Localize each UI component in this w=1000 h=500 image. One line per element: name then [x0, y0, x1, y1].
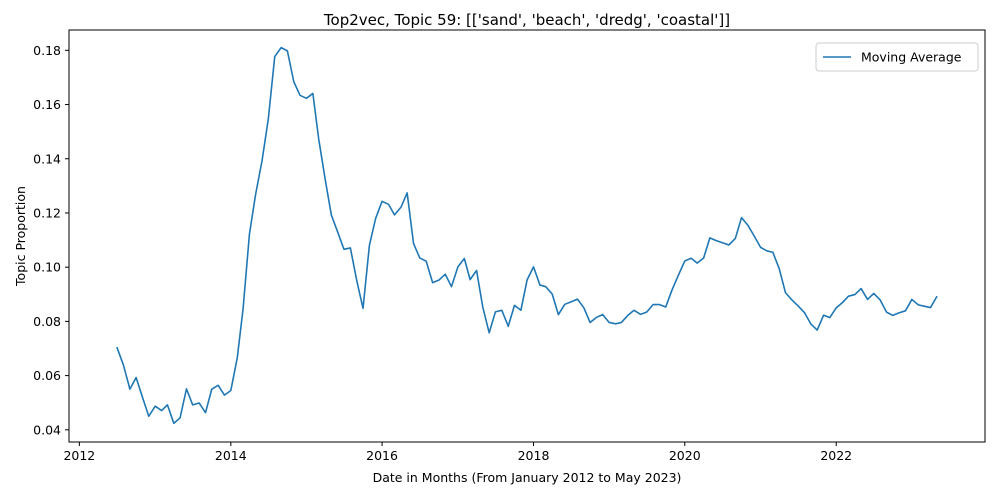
- y-tick-label: 0.06: [33, 368, 61, 383]
- x-tick-label: 2012: [63, 448, 95, 463]
- chart-title: Top2vec, Topic 59: [['sand', 'beach', 'd…: [323, 11, 730, 29]
- y-tick-label: 0.08: [33, 314, 61, 329]
- x-tick-label: 2020: [669, 448, 701, 463]
- y-tick-label: 0.18: [33, 43, 61, 58]
- legend: Moving Average: [815, 42, 979, 72]
- y-axis-label: Topic Proportion: [13, 186, 28, 287]
- legend-label: Moving Average: [861, 50, 962, 65]
- x-tick-label: 2022: [820, 448, 852, 463]
- x-axis-label: Date in Months (From January 2012 to May…: [373, 470, 682, 485]
- legend-box: [815, 42, 979, 72]
- y-tick-label: 0.14: [33, 151, 61, 166]
- y-tick-label: 0.04: [33, 422, 61, 437]
- x-axis: 2012 2014 2016 2018 2020 2022: [63, 442, 852, 463]
- y-tick-label: 0.12: [33, 205, 61, 220]
- y-tick-label: 0.10: [33, 260, 61, 275]
- x-tick-label: 2014: [215, 448, 247, 463]
- x-tick-label: 2018: [518, 448, 550, 463]
- x-tick-label: 2016: [366, 448, 398, 463]
- axes-frame: [68, 29, 986, 443]
- plot-area: [116, 46, 938, 425]
- y-axis: 0.04 0.06 0.08 0.10 0.12 0.14 0.16 0.18: [33, 43, 69, 437]
- series-line-moving-average: [116, 46, 938, 425]
- y-tick-label: 0.16: [33, 97, 61, 112]
